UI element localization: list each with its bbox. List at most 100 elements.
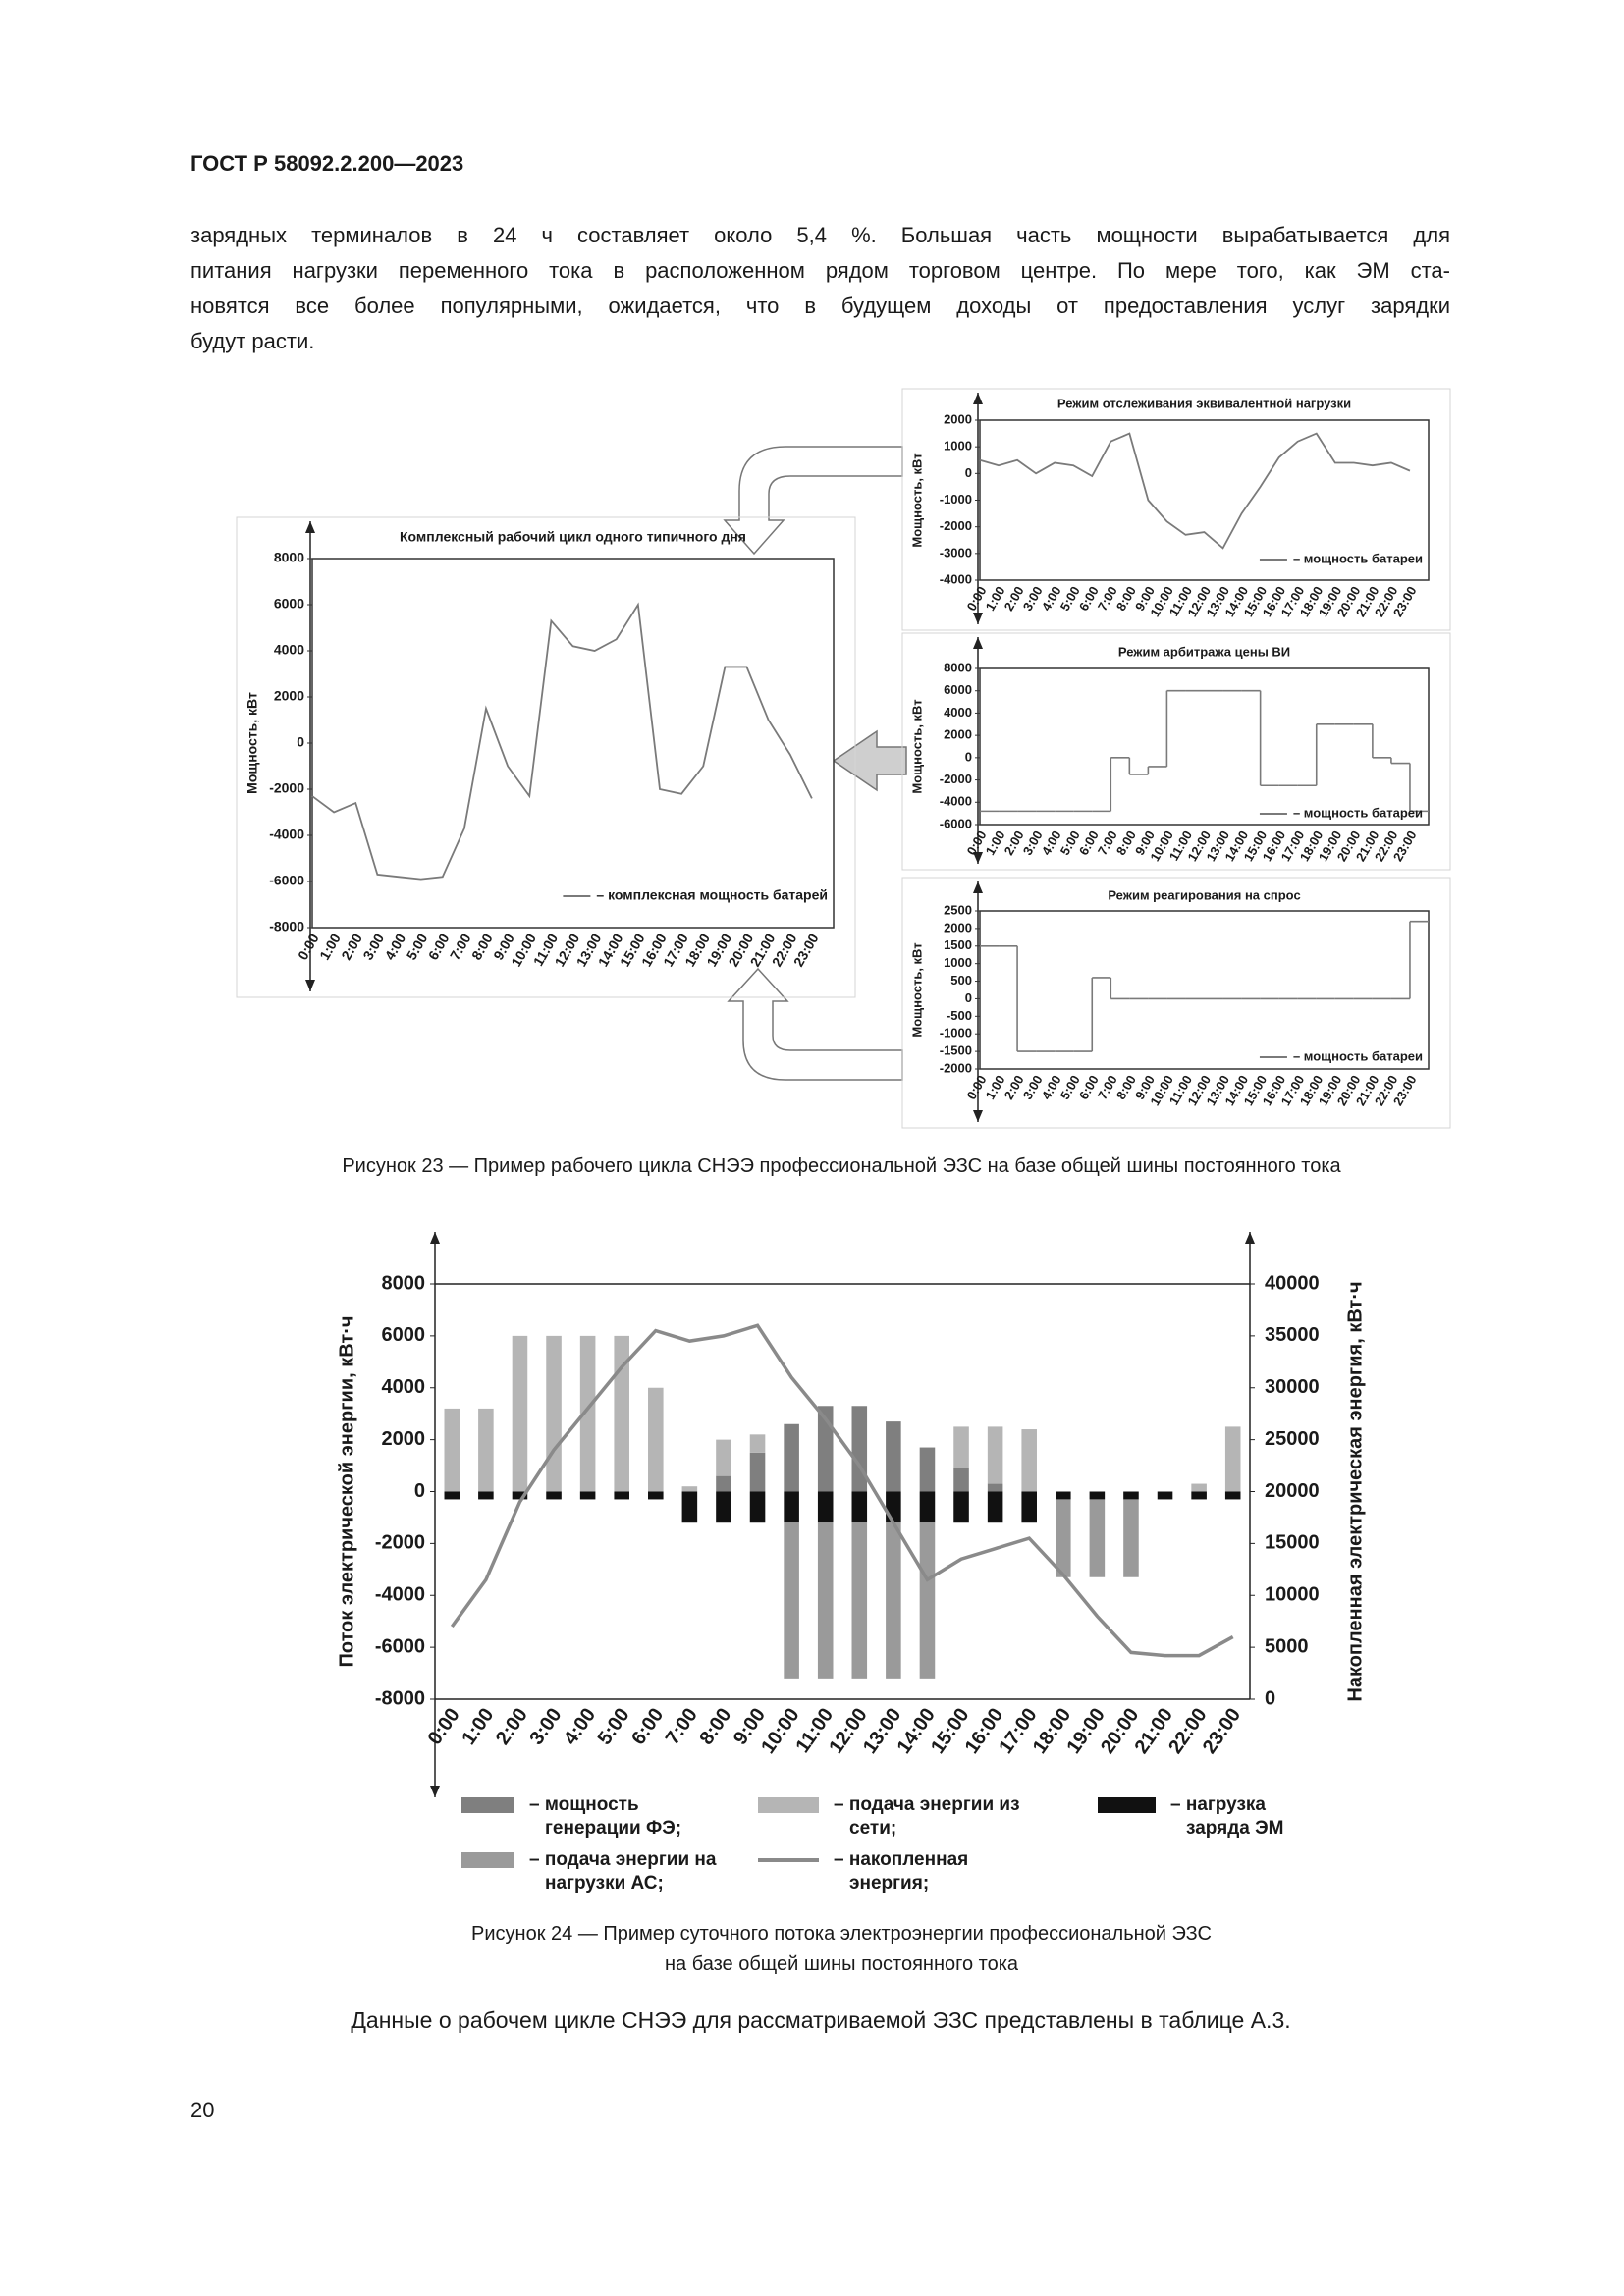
x-tick-label: 23:00 (1199, 1704, 1245, 1758)
y-tick-label: -8000 (375, 1687, 425, 1709)
panel-frame (901, 388, 1451, 631)
bar (919, 1522, 936, 1679)
bar (987, 1491, 1003, 1523)
y-tick-label: 2000 (274, 688, 304, 704)
plot-frame (979, 419, 1430, 581)
flow-arrow (727, 967, 903, 1081)
bar (1224, 1491, 1241, 1500)
legend-swatch (758, 1858, 819, 1862)
x-tick-label: 6:00 (1076, 584, 1102, 614)
x-tick-label: 5:00 (1057, 828, 1083, 858)
y-tick-label: 8000 (274, 550, 304, 565)
x-tick-label: 7:00 (447, 931, 474, 962)
y-axis-label: Мощность, кВт (244, 692, 260, 794)
y2-tick-label: 5000 (1265, 1635, 1309, 1657)
y2-tick-label: 15000 (1265, 1532, 1320, 1554)
y-tick-label: 6000 (274, 596, 304, 612)
x-tick-label: 2:00 (492, 1704, 532, 1748)
y-tick-label: -4000 (940, 794, 972, 809)
panel-frame (236, 516, 856, 998)
axis-arrow (1245, 1232, 1255, 1244)
x-tick-label: 7:00 (1095, 584, 1120, 614)
bar (648, 1387, 664, 1492)
bar (886, 1522, 901, 1679)
y2-tick-label: 25000 (1265, 1428, 1320, 1450)
bar (512, 1335, 528, 1492)
y-tick-label: -1500 (940, 1043, 972, 1058)
bar (478, 1408, 494, 1492)
x-tick-label: 5:00 (594, 1704, 634, 1748)
legend-label: – нагрузка заряда ЭМ (1170, 1794, 1284, 1839)
y2-tick-label: 35000 (1265, 1324, 1320, 1346)
bar (987, 1483, 1003, 1492)
x-tick-label: 5:00 (1057, 584, 1083, 614)
bar (648, 1491, 664, 1500)
paragraph-line: зарядных терминалов в 24 ч составляет ок… (190, 223, 1450, 247)
y-tick-label: 1500 (944, 937, 972, 952)
x-tick-label: 0:00 (964, 828, 990, 858)
figure-caption: Рисунок 24 — Пример суточного потока эле… (471, 1923, 1212, 1945)
x-tick-label: 7:00 (1095, 1073, 1120, 1102)
y-axis-label: Поток электрической энергии, кВт·ч (336, 1316, 357, 1668)
legend-label: – мощность генерации ФЭ; (529, 1794, 682, 1839)
bar (784, 1522, 799, 1679)
bar (716, 1439, 731, 1476)
panel-frame (901, 877, 1451, 1129)
bar (886, 1491, 901, 1523)
x-tick-label: 4:00 (1039, 1073, 1064, 1102)
bar (579, 1491, 596, 1500)
axis-arrow (973, 1110, 983, 1122)
y-tick-label: -6000 (940, 816, 972, 830)
bar (1021, 1429, 1037, 1492)
bar (512, 1491, 528, 1500)
x-tick-label: 6:00 (425, 931, 453, 962)
chart-title: Режим реагирования на спрос (1108, 887, 1300, 902)
data-line (979, 432, 1411, 550)
bar (851, 1406, 868, 1492)
panel-frame (901, 632, 1451, 871)
y-tick-label: 0 (414, 1480, 425, 1502)
x-tick-label: 3:00 (525, 1704, 566, 1748)
y-tick-label: -6000 (269, 873, 304, 888)
legend-swatch (1098, 1797, 1156, 1813)
y-tick-label: -2000 (940, 518, 972, 533)
bar (546, 1335, 562, 1492)
data-line (450, 1323, 1234, 1658)
page-number: 20 (190, 2098, 215, 2122)
x-tick-label: 6:00 (627, 1704, 668, 1748)
plot-frame (311, 558, 835, 929)
legend-label: – подача энергии из сети; (834, 1794, 1020, 1839)
x-tick-label: 0:00 (964, 584, 990, 614)
y-axis-label: Мощность, кВт (909, 453, 924, 547)
y-tick-label: -2000 (940, 772, 972, 786)
axis-arrow (305, 521, 315, 533)
y-tick-label: -4000 (375, 1584, 425, 1606)
axis-arrow (430, 1232, 440, 1244)
bar (919, 1447, 936, 1492)
x-tick-label: 3:00 (1020, 828, 1046, 858)
bar (1089, 1499, 1106, 1577)
y2-tick-label: 20000 (1265, 1480, 1320, 1502)
y-tick-label: 500 (950, 973, 972, 988)
bar (749, 1434, 766, 1453)
bar (1123, 1499, 1139, 1577)
y-tick-label: 1000 (944, 439, 972, 454)
x-tick-label: 1:00 (983, 584, 1008, 614)
legend-label: – мощность батареи (1293, 1048, 1423, 1063)
y-tick-label: 6000 (382, 1324, 426, 1346)
x-tick-label: 1:00 (983, 828, 1008, 858)
header: ГОСТ Р 58092.2.200—2023 (190, 151, 464, 176)
legend-label: – накопленная энергия; (834, 1849, 969, 1894)
axis-arrow (973, 637, 983, 649)
x-tick-label: 4:00 (381, 931, 408, 962)
legend-label: – мощность батареи (1293, 805, 1423, 820)
y-tick-label: -2000 (375, 1532, 425, 1554)
x-tick-label: 3:00 (1020, 1073, 1046, 1102)
paragraph-line: новятся все более популярными, ожидается… (190, 294, 1450, 318)
y-axis-label: Мощность, кВт (909, 699, 924, 793)
bar (784, 1423, 799, 1492)
y-tick-label: -6000 (375, 1635, 425, 1657)
bar (614, 1491, 629, 1500)
bar (1191, 1491, 1207, 1500)
bar (919, 1491, 936, 1523)
